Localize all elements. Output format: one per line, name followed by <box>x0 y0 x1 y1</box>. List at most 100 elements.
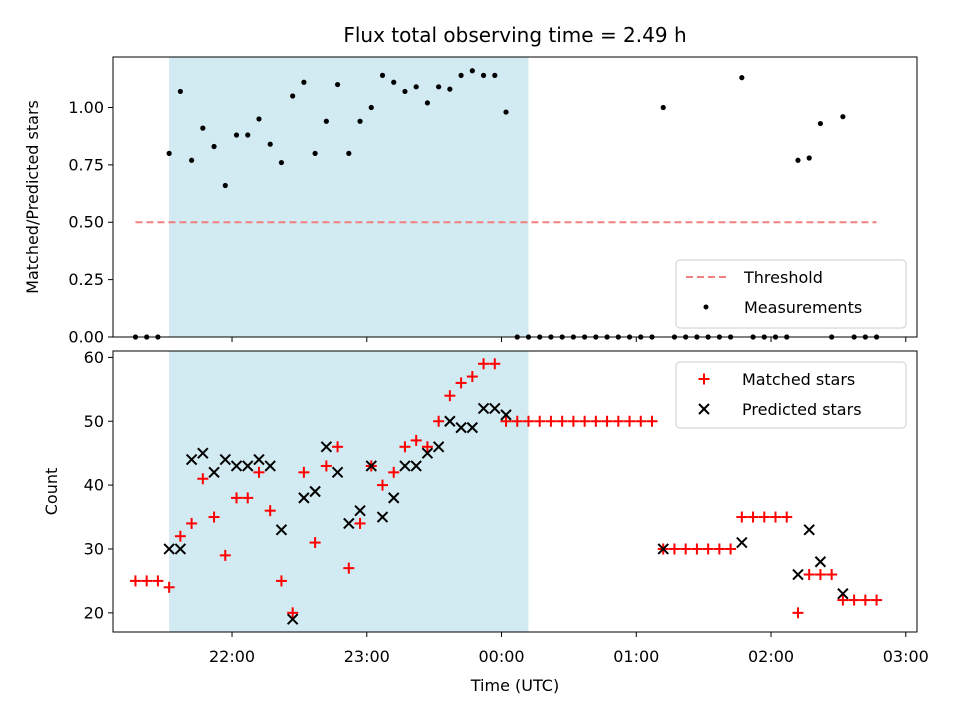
matched-star-point <box>680 543 692 555</box>
matched-star-point <box>747 511 759 523</box>
top-panel: 0.00 0.25 0.50 0.75 1.00 Matched/Predicted s… <box>23 56 918 347</box>
matched-star-point <box>478 358 490 370</box>
matched-star-point <box>141 575 153 587</box>
bottom-x-axis-ticks: 22:00 23:00 00:00 01:00 02:00 03:00 <box>209 632 929 666</box>
matched-star-point <box>129 575 141 587</box>
predicted-star-point <box>275 524 288 536</box>
x-tick-label: 01:00 <box>613 647 659 666</box>
matched-star-point <box>444 390 456 402</box>
matched-star-point <box>826 569 838 581</box>
predicted-star-point <box>432 441 445 453</box>
y-tick-label: 50 <box>84 412 104 431</box>
measurement-point <box>233 132 240 138</box>
matched-star-point <box>309 537 321 549</box>
matched-star-point <box>579 415 591 427</box>
matched-star-point <box>264 505 276 517</box>
matched-star-point <box>231 492 243 504</box>
matched-star-point <box>837 594 849 606</box>
top-y-axis-ticks: 0.00 0.25 0.50 0.75 1.00 <box>68 98 113 347</box>
top-y-axis-label: Matched/Predicted stars <box>23 100 42 294</box>
matched-star-point <box>770 511 782 523</box>
matched-star-point <box>601 415 613 427</box>
predicted-star-point <box>803 524 815 536</box>
measurement-point <box>503 109 509 115</box>
predicted-star-point <box>286 613 299 625</box>
predicted-star-point <box>185 453 198 466</box>
x-axis-label: Time (UTC) <box>470 676 559 695</box>
predicted-star-point <box>657 543 669 555</box>
bottom-legend-box <box>675 361 907 429</box>
predicted-star-point <box>814 556 827 568</box>
matched-star-point <box>511 415 523 427</box>
matched-star-point <box>197 473 209 485</box>
matched-star-point <box>163 581 175 593</box>
measurement-point <box>189 157 195 163</box>
matched-star-point <box>871 594 883 606</box>
y-tick-label: 40 <box>84 476 104 495</box>
matched-star-point <box>635 415 647 427</box>
measurement-point <box>840 114 846 120</box>
measurement-point <box>817 120 824 127</box>
matched-star-point <box>186 517 198 529</box>
measurement-point <box>806 155 812 161</box>
matched-star-point <box>421 441 433 453</box>
matched-star-point <box>332 441 344 453</box>
bottom-panel: 20 30 40 50 60 22:00 23:00 00:00 01:00 02:00 03:0… <box>42 348 929 695</box>
predicted-star-point <box>421 447 434 459</box>
measurement-point <box>301 79 307 85</box>
matched-star-point <box>489 358 501 370</box>
legend-measurements-swatch <box>703 304 709 310</box>
matched-star-point <box>455 377 467 389</box>
predicted-star-point <box>376 511 389 523</box>
predicted-star-point <box>343 517 355 530</box>
predicted-star-point <box>354 504 366 517</box>
predicted-star-point <box>455 421 467 434</box>
matched-star-point <box>343 562 355 574</box>
top-legend: Threshold Measurements <box>675 259 907 329</box>
legend-matched-marker <box>698 373 710 385</box>
measurement-point <box>334 81 341 88</box>
predicted-star-point <box>331 466 344 479</box>
legend-predicted-swatch <box>698 403 710 415</box>
legend-threshold-label: Threshold <box>743 268 823 287</box>
bottom-y-axis-label: Count <box>42 468 61 516</box>
matched-star-point <box>612 415 624 427</box>
legend-matched-label: Matched stars <box>742 370 855 389</box>
matched-star-point <box>814 569 826 581</box>
measurement-point <box>267 141 273 147</box>
measurement-point <box>795 157 801 163</box>
matched-star-point <box>320 460 332 472</box>
legend-matched-swatch <box>698 373 710 385</box>
predicted-star-point <box>399 460 411 472</box>
matched-star-point <box>803 569 815 581</box>
measurement-point <box>256 116 262 122</box>
matched-star-point <box>287 607 299 619</box>
predicted-star-point <box>466 421 479 434</box>
matched-star-point <box>253 466 265 478</box>
matched-star-point <box>242 492 254 504</box>
bottom-plot-frame <box>112 350 918 633</box>
matched-star-point <box>624 415 636 427</box>
predicted-star-point <box>163 543 175 555</box>
matched-star-point <box>859 594 871 606</box>
measurement-point <box>290 93 296 99</box>
measurement-point <box>211 143 217 150</box>
measurement-point <box>660 104 666 111</box>
y-tick-label: 0.00 <box>68 328 104 347</box>
matched-star-point <box>725 543 737 555</box>
measurement-point <box>177 88 183 95</box>
y-tick-label: 60 <box>84 348 104 367</box>
bottom-legend: Matched stars Predicted stars <box>675 361 907 429</box>
matched-star-point <box>208 511 220 523</box>
measurement-point <box>357 118 363 124</box>
measurement-point <box>200 125 206 131</box>
measurement-point <box>424 100 431 106</box>
top-plot-frame <box>112 56 918 338</box>
legend-predicted-label: Predicted stars <box>742 400 862 419</box>
matched-star-point <box>174 530 186 542</box>
predicted-star-point <box>230 460 243 472</box>
matched-star-point <box>567 415 579 427</box>
y-tick-label: 20 <box>84 603 104 622</box>
matched-star-point <box>388 466 400 478</box>
